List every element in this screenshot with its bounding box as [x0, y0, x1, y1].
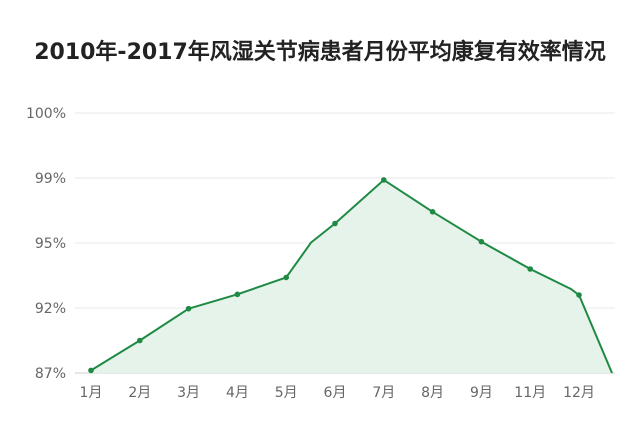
- x-tick-label: 12月: [563, 385, 595, 401]
- y-tick-label: 95%: [35, 236, 66, 252]
- x-tick-label: 11月: [514, 385, 546, 401]
- data-point: [137, 337, 143, 344]
- x-tick-label: 9月: [470, 385, 493, 401]
- y-tick-label: 99%: [35, 171, 66, 187]
- x-tick-label: 1月: [80, 385, 103, 401]
- data-point: [234, 291, 241, 298]
- data-point: [88, 367, 94, 374]
- series-area: [91, 179, 612, 373]
- data-point: [185, 305, 192, 312]
- x-tick-label: 2月: [128, 385, 151, 401]
- data-point: [283, 274, 290, 281]
- data-point: [478, 238, 485, 245]
- x-tick-label: 8月: [421, 385, 444, 401]
- series-line: [90, 178, 613, 374]
- data-point: [429, 209, 436, 215]
- y-tick-label: 87%: [35, 366, 66, 382]
- data-point: [527, 266, 533, 272]
- x-tick-label: 5月: [275, 385, 298, 401]
- x-tick-label: 7月: [372, 385, 395, 401]
- y-tick-label: 92%: [35, 301, 66, 317]
- y-tick-label: 100%: [26, 106, 66, 122]
- x-tick-label: 4月: [226, 385, 249, 401]
- x-tick-label: 3月: [177, 385, 200, 401]
- chart-title: 2010年-2017年风湿关节病患者月份平均康复有效率情况: [34, 40, 606, 65]
- data-point: [381, 177, 387, 183]
- x-tick-label: 6月: [324, 385, 347, 401]
- data-point: [576, 292, 582, 298]
- data-point: [332, 220, 338, 227]
